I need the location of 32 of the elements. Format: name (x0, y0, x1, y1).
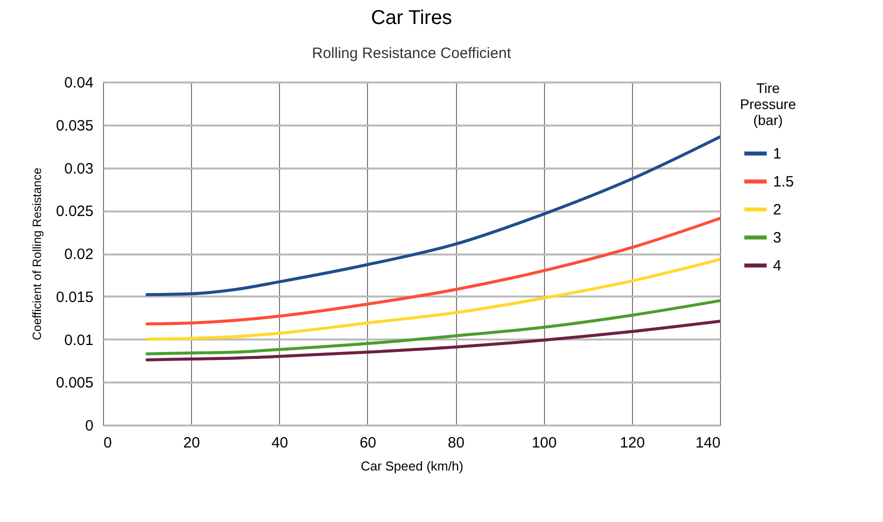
line-series (146, 216, 720, 326)
y-axis-title: Coefficient of Rolling Resistance (30, 167, 44, 340)
line-series (146, 320, 720, 362)
x-tick-label: 140 (695, 434, 720, 452)
legend-label: 1 (773, 146, 782, 162)
legend-label: 2 (773, 202, 782, 218)
y-tick-label: 0.025 (56, 203, 94, 220)
y-tick-label: 0.02 (64, 246, 94, 263)
x-tick-label: 40 (271, 434, 288, 452)
legend-label: 4 (773, 258, 782, 274)
line-series (146, 135, 720, 296)
legend-label: 3 (773, 230, 782, 246)
y-tick-label: 0.01 (64, 332, 94, 349)
y-tick-label: 0.005 (56, 374, 94, 392)
line-series (146, 258, 720, 341)
x-tick-label: 120 (620, 434, 645, 452)
line-series (146, 299, 720, 356)
x-tick-label: 100 (532, 434, 557, 452)
x-tick-label: 60 (360, 434, 376, 452)
chart-title: Car Tires (370, 7, 452, 29)
chart-subtitle: Rolling Resistance Coefficient (312, 45, 512, 62)
y-tick-label: 0.015 (56, 288, 94, 306)
legend-label: 1.5 (773, 174, 794, 190)
y-tick-label: 0.04 (64, 74, 94, 92)
x-tick-label: 20 (183, 434, 200, 452)
y-tick-label: 0.03 (64, 160, 94, 178)
x-axis-title: Car Speed (km/h) (360, 458, 464, 474)
y-tick-label: 0.035 (56, 117, 94, 134)
y-tick-label: 0 (85, 418, 94, 434)
x-tick-label: 80 (448, 434, 464, 452)
x-tick-label: 0 (104, 434, 112, 452)
legend-title: Tire Pressure (bar) (740, 80, 796, 128)
